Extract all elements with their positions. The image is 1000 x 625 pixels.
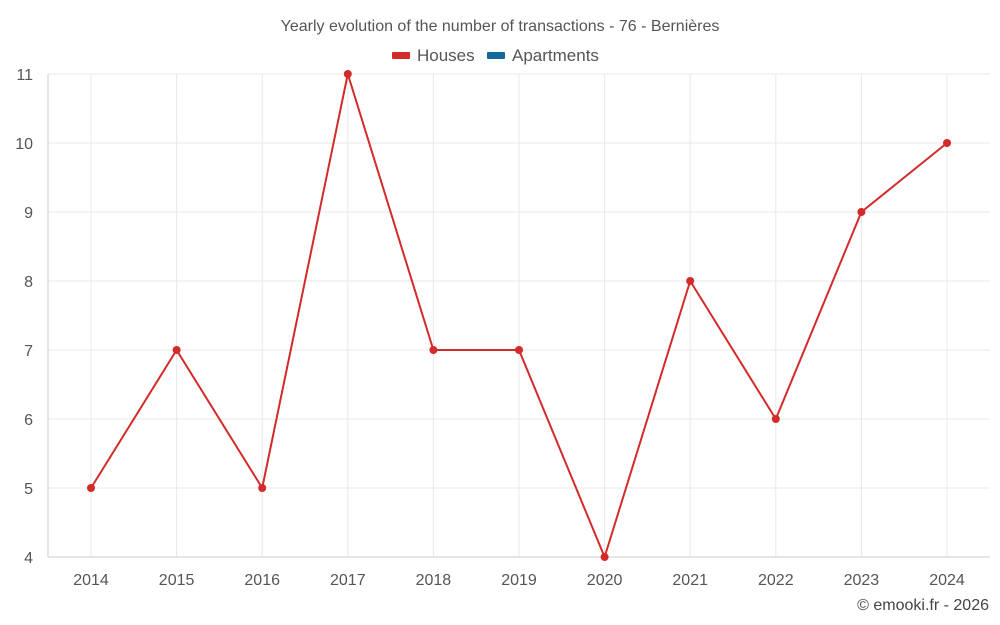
x-axis-ticks: 2014 2015 2016 2017 2018 2019 2020 2021 2022 2023… [73,572,965,589]
y-tick-label: 5 [24,481,33,498]
credit-text: © emooki.fr - 2026 [857,597,989,614]
series-layer [87,70,951,561]
legend-item-houses[interactable]: Houses [392,46,475,65]
data-point-houses-2015[interactable] [172,346,181,354]
chart-title: Yearly evolution of the number of transa… [281,18,720,35]
data-point-houses-2021[interactable] [686,277,695,285]
x-tick-label: 2020 [587,572,623,589]
x-tick-label: 2019 [501,572,537,589]
data-point-houses-2022[interactable] [771,415,780,423]
y-tick-label: 8 [24,274,33,291]
x-tick-label: 2018 [416,572,452,589]
x-tick-label: 2021 [672,572,708,589]
x-tick-label: 2015 [159,572,195,589]
data-point-houses-2019[interactable] [515,346,523,354]
legend-label-houses: Houses [417,46,475,65]
y-axis-ticks: 4 5 6 7 8 9 10 11 [15,67,33,567]
legend-swatch-apartments [487,52,505,59]
y-tick-label: 4 [24,550,33,567]
gridlines [47,73,990,558]
y-tick-label: 11 [16,67,33,84]
legend: Houses Apartments [392,46,599,65]
y-tick-label: 7 [24,343,33,360]
x-tick-label: 2014 [73,572,109,589]
y-tick-label: 6 [24,412,33,429]
data-point-houses-2023[interactable] [857,208,866,216]
legend-label-apartments: Apartments [512,46,599,65]
y-tick-label: 10 [15,136,33,153]
data-point-houses-2016[interactable] [258,484,267,492]
data-point-houses-2017[interactable] [343,70,352,78]
data-point-houses-2014[interactable] [87,484,95,492]
x-tick-label: 2017 [330,572,366,589]
x-tick-label: 2024 [929,572,965,589]
data-point-houses-2024[interactable] [943,139,951,147]
data-point-houses-2020[interactable] [600,553,609,561]
data-point-houses-2018[interactable] [429,346,438,354]
legend-swatch-houses [392,52,410,59]
legend-item-apartments[interactable]: Apartments [487,46,599,65]
x-tick-label: 2023 [844,572,880,589]
y-tick-label: 9 [24,205,33,222]
x-tick-label: 2022 [758,572,794,589]
x-tick-label: 2016 [244,572,280,589]
